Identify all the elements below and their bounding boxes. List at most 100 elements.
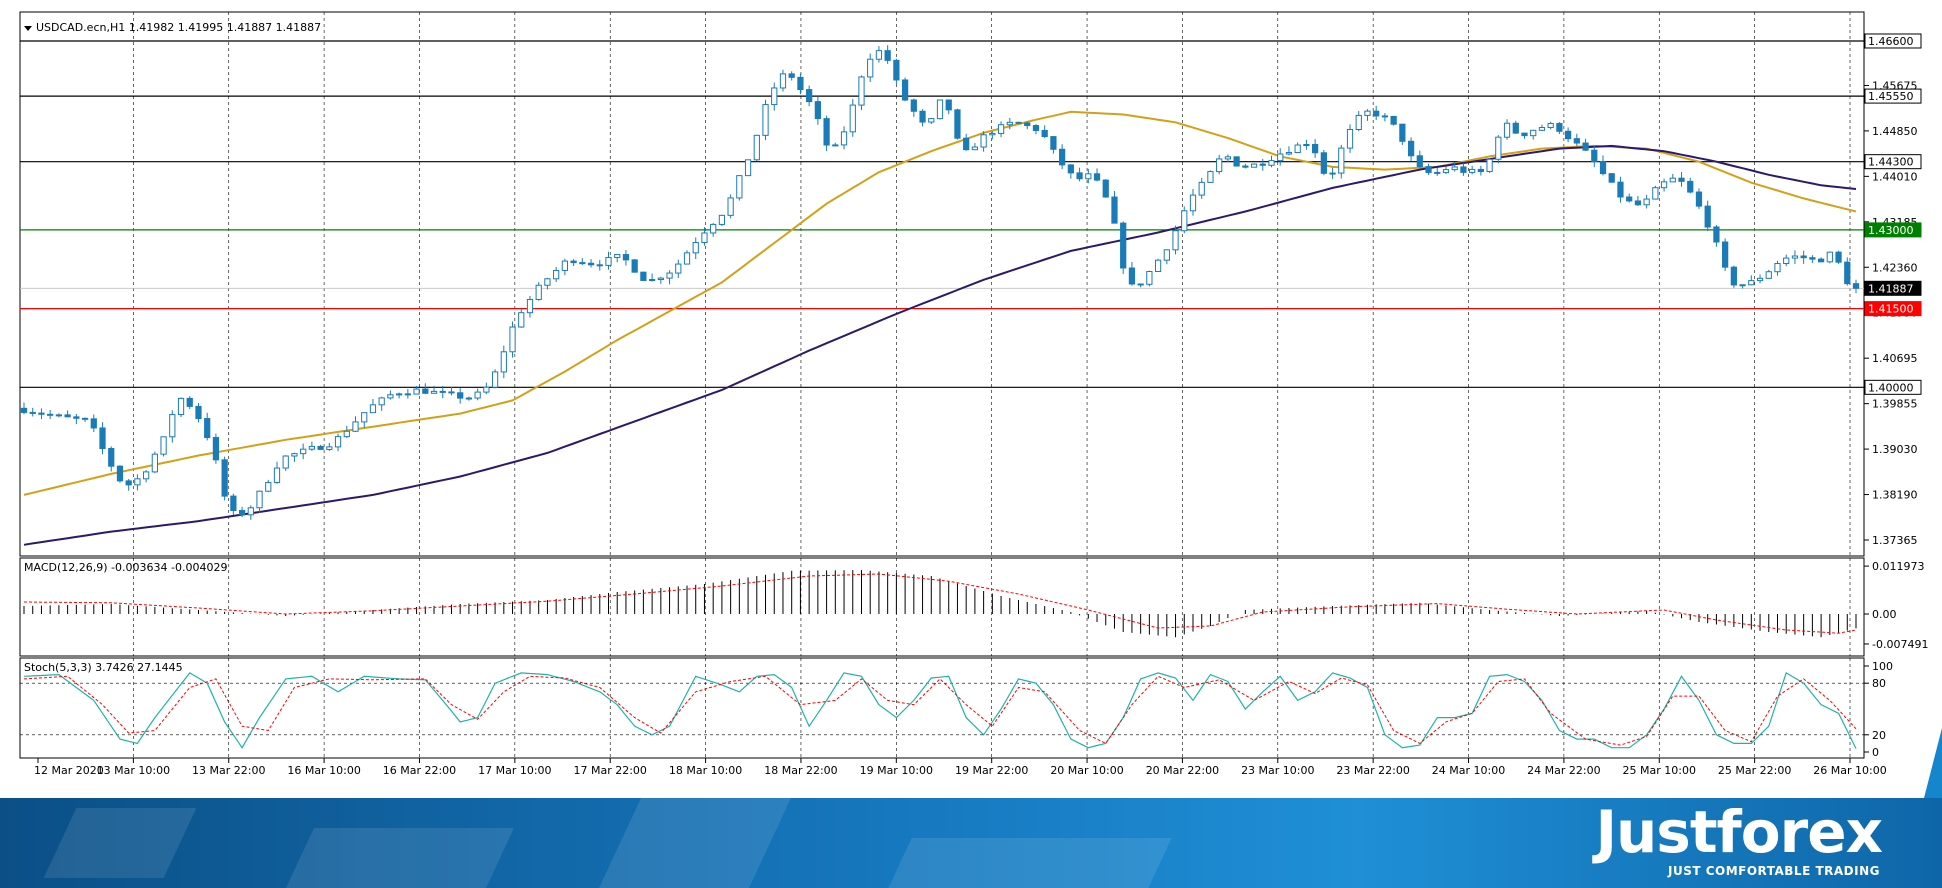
candle <box>1486 158 1493 173</box>
stochastic-axis: 100 80 20 0 <box>1864 660 1893 759</box>
candle-body-bear <box>1233 156 1240 167</box>
candle <box>1573 133 1580 147</box>
candle <box>483 382 490 395</box>
candle-body-bear <box>1050 136 1057 150</box>
candle <box>1329 167 1336 179</box>
level-price-tag <box>1864 154 1922 170</box>
candle <box>1634 196 1642 206</box>
candle-body-bear <box>963 137 970 151</box>
candle <box>997 121 1005 138</box>
candle <box>1032 124 1040 135</box>
banner-shape-decoration <box>286 828 514 888</box>
price-tick-label: 1.39030 <box>1872 443 1918 456</box>
price-axis: 1.466001.456751.448501.440101.431851.423… <box>1864 33 1922 547</box>
candle-body-bear <box>1120 222 1127 269</box>
candle <box>1713 225 1720 247</box>
horizontal-levels <box>20 40 1864 388</box>
candle <box>1826 251 1833 264</box>
candle-body-bear <box>622 254 630 261</box>
candle-body-bear <box>1582 142 1589 151</box>
candle <box>1390 115 1397 126</box>
candle-body-bear <box>1128 267 1136 285</box>
candle <box>1835 250 1842 264</box>
candle-body-bull <box>308 445 316 450</box>
candle <box>849 99 856 137</box>
candle-body-bull <box>666 272 673 279</box>
candle <box>116 465 124 483</box>
candle <box>1111 191 1118 224</box>
candle-body-bear <box>910 99 917 112</box>
candle-body-bull <box>692 242 699 254</box>
candle <box>683 250 691 265</box>
candle <box>1503 119 1511 140</box>
candle <box>247 505 254 520</box>
brand-corner-accent <box>1924 728 1942 798</box>
candle <box>1477 165 1484 176</box>
candle-body-bull <box>413 388 420 395</box>
candle <box>561 258 568 276</box>
candle-body-bull <box>483 386 490 393</box>
candle <box>1373 105 1380 121</box>
candle-body-bear <box>230 495 237 511</box>
candle <box>910 98 917 117</box>
time-tick-label: 13 Mar 22:00 <box>192 764 265 777</box>
candle-body-bull <box>683 252 691 265</box>
time-tick-label: 17 Mar 22:00 <box>573 764 646 777</box>
candle <box>744 159 752 177</box>
candle-body-bear <box>1687 180 1694 193</box>
candle-body-bear <box>1416 155 1423 168</box>
candle-body-bull <box>867 58 874 78</box>
candle-body-bull <box>430 390 438 394</box>
candle-body-bear <box>1512 122 1519 134</box>
candle <box>657 276 664 284</box>
candle-body-bull <box>300 448 307 455</box>
candle <box>980 131 987 152</box>
candle <box>1643 194 1650 209</box>
candle-body-bear <box>1137 283 1144 286</box>
candle <box>1198 177 1205 199</box>
candle-body-bull <box>936 99 944 120</box>
symbol-info-label: USDCAD.ecn,H1 1.41982 1.41995 1.41887 1.… <box>36 21 321 34</box>
candle <box>1495 135 1502 164</box>
price-tick-label: 1.38190 <box>1872 489 1918 502</box>
candle-body-bear <box>317 445 324 450</box>
candle-body-bear <box>823 118 830 146</box>
candle <box>47 410 54 419</box>
candle-body-bull <box>1338 147 1345 174</box>
candle <box>1006 117 1013 130</box>
candle-body-bear <box>186 397 193 407</box>
candle <box>282 455 289 471</box>
candle-body-bear <box>1111 196 1118 224</box>
candle-body-bull <box>361 412 368 423</box>
candle <box>38 408 45 420</box>
candle <box>1791 250 1799 265</box>
candle <box>177 397 185 418</box>
candle <box>614 254 621 263</box>
candle-body-bull <box>474 391 481 399</box>
candle-body-bear <box>1242 165 1249 168</box>
candle <box>1756 274 1764 284</box>
candle-body-bear <box>1844 261 1851 285</box>
dropdown-triangle-icon[interactable] <box>24 26 32 31</box>
candle-body-bear <box>73 416 80 419</box>
candle-body-bear <box>1381 115 1389 118</box>
candle-body-bull <box>535 284 542 300</box>
candle-body-bear <box>1713 226 1720 243</box>
chart-frames <box>19 11 1865 759</box>
candle <box>1800 250 1807 264</box>
candle-body-bear <box>422 388 429 394</box>
candle-body-bull <box>1294 144 1301 154</box>
candle <box>422 383 429 395</box>
candle-body-bear <box>221 459 228 497</box>
candle-body-bull <box>605 256 612 266</box>
candle-body-bear <box>1434 171 1441 174</box>
price-tick-label: 1.42360 <box>1872 261 1918 274</box>
candle <box>160 436 167 457</box>
candle <box>1704 200 1711 232</box>
candle-body-bull <box>718 214 726 225</box>
candle-body-bull <box>1277 153 1284 162</box>
candle <box>151 451 158 474</box>
candle <box>273 461 281 484</box>
candle-body-bear <box>1817 258 1825 263</box>
candle-body-bear <box>1722 241 1729 268</box>
